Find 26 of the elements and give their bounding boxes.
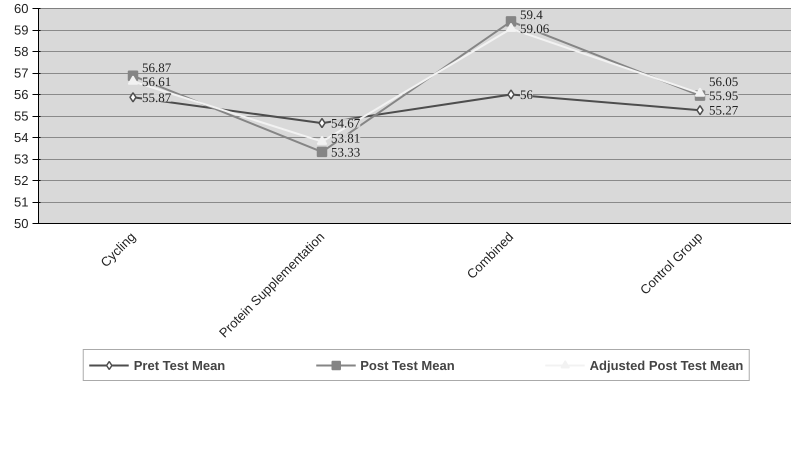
- y-tick-label: 52: [14, 173, 29, 188]
- data-label: 59.4: [520, 7, 544, 22]
- legend-label: Post Test Mean: [360, 358, 455, 372]
- data-label: 56.61: [142, 74, 172, 89]
- data-label: 55.87: [142, 90, 172, 105]
- y-tick-label: 56: [14, 87, 29, 102]
- y-tick-label: 53: [14, 152, 29, 166]
- data-label: 56.87: [142, 60, 172, 75]
- y-tick-label: 60: [14, 1, 29, 16]
- y-tick-label: 54: [14, 130, 29, 145]
- y-tick-label: 58: [14, 44, 29, 59]
- y-tick-label: 59: [14, 22, 29, 38]
- y-tick-label: 57: [14, 66, 29, 80]
- data-label: 56.05: [709, 74, 738, 90]
- data-label: 53.33: [331, 144, 360, 160]
- y-tick-label: 50: [14, 216, 29, 231]
- data-label: 53.81: [331, 130, 360, 146]
- y-tick-label: 55: [14, 108, 29, 124]
- data-label: 55.27: [709, 102, 739, 118]
- data-label: 59.06: [520, 21, 550, 36]
- data-label: 54.67: [331, 116, 361, 131]
- legend-label: Pret Test Mean: [134, 358, 226, 372]
- data-label: 55.95: [709, 88, 738, 104]
- data-label: 56: [520, 87, 534, 102]
- legend-label: Adjusted Post Test Mean: [590, 358, 744, 372]
- y-tick-label: 51: [14, 194, 29, 210]
